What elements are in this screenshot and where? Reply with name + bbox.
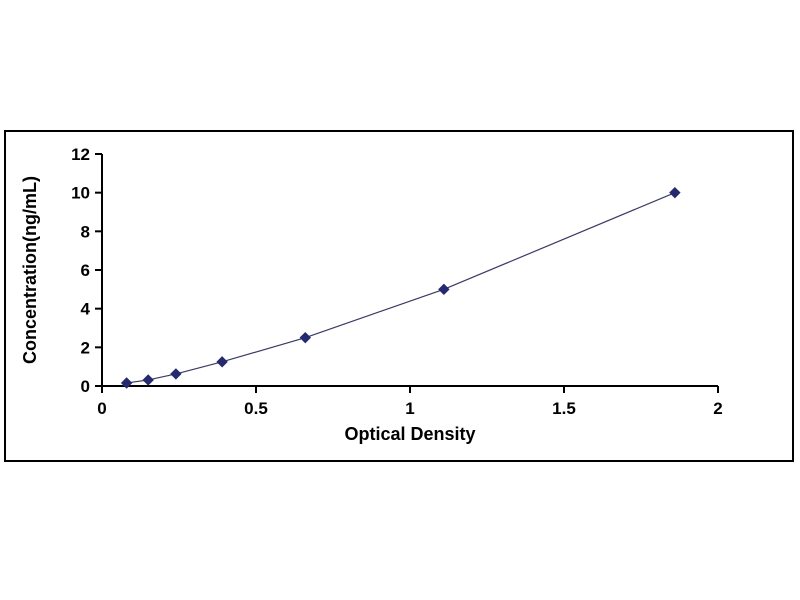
y-tick-label: 2 (81, 338, 90, 357)
y-tick-label: 4 (81, 300, 91, 319)
x-tick-label: 1.5 (552, 399, 576, 418)
x-tick-label: 0.5 (244, 399, 268, 418)
curve-line (126, 192, 676, 384)
x-tick-label: 1 (405, 399, 414, 418)
y-tick-label: 12 (71, 145, 90, 164)
y-tick-label: 0 (81, 377, 90, 396)
data-point (170, 368, 182, 380)
x-tick-label: 0 (97, 399, 106, 418)
y-tick-label: 8 (81, 222, 90, 241)
data-point (438, 283, 450, 296)
chart-frame: Optical Density Concentration(ng/mL) 0 0.… (4, 130, 794, 462)
data-point (669, 186, 681, 199)
y-axis-label: Concentration(ng/mL) (20, 176, 40, 364)
data-point (142, 374, 154, 386)
y-tick-label: 6 (81, 261, 90, 280)
data-point (216, 356, 228, 368)
standard-curve-chart: Optical Density Concentration(ng/mL) 0 0.… (20, 145, 723, 444)
x-axis-label: Optical Density (344, 424, 475, 444)
data-point (120, 377, 133, 389)
y-tick-label: 10 (71, 184, 90, 203)
data-point (299, 331, 311, 344)
x-tick-label: 2 (713, 399, 722, 418)
